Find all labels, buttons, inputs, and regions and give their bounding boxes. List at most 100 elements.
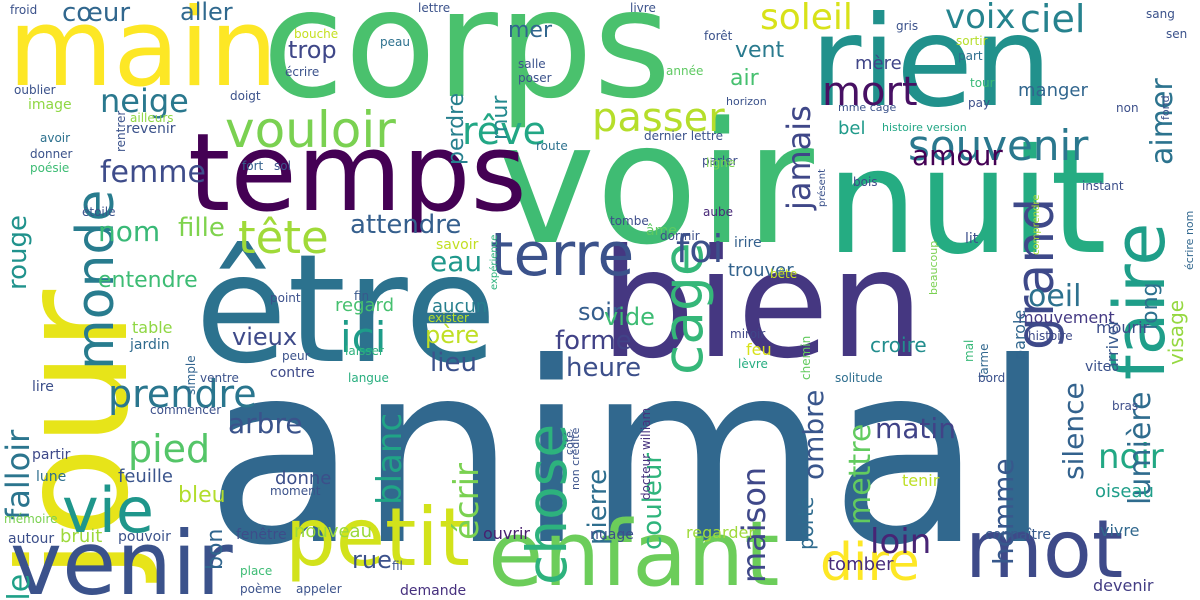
cloud-word: nuage [590, 527, 634, 543]
cloud-word: entendre [98, 268, 198, 293]
cloud-word: devenir [1093, 576, 1154, 595]
cloud-word: nom [98, 215, 161, 248]
cloud-word: vite [1085, 359, 1112, 375]
cloud-word: fort [242, 159, 264, 173]
cloud-word: bon [203, 528, 228, 570]
cloud-word: tomber [828, 554, 894, 575]
cloud-word: nouveau [294, 521, 372, 542]
cloud-word: place [240, 564, 273, 578]
cloud-word: ville [2, 574, 37, 600]
cloud-word: rien [810, 0, 1053, 135]
cloud-word: écrire nom [1183, 210, 1196, 270]
cloud-word: simple [184, 355, 198, 395]
cloud-word: côté [563, 431, 576, 455]
cloud-word: sortir [956, 34, 988, 48]
cloud-word: autour [8, 531, 55, 547]
cloud-word: voix [945, 0, 1016, 37]
cloud-word: tête [238, 211, 329, 264]
cloud-word: vieux [232, 323, 298, 351]
cloud-word: revenir [126, 121, 176, 137]
cloud-word: tour [970, 76, 995, 90]
cloud-word: enfant [488, 502, 780, 600]
cloud-word: écrir [447, 462, 487, 540]
cloud-word: doigt [230, 89, 261, 103]
cloud-word: attendre [350, 210, 462, 240]
cloud-word: souvenir [908, 121, 1089, 170]
cloud-word: petit [285, 491, 470, 584]
cloud-word: falloir [0, 429, 37, 520]
cloud-word: appeler [296, 582, 342, 596]
cloud-word: ici [340, 313, 387, 362]
cloud-word: air [730, 66, 759, 91]
cloud-word: trop [288, 36, 337, 64]
cloud-word: corps [262, 0, 672, 132]
cloud-word: aucun [432, 296, 488, 317]
cloud-word: mère [855, 53, 902, 74]
cloud-word: ombre [797, 389, 830, 480]
cloud-word: moment [270, 484, 321, 498]
cloud-word: lèvre [738, 357, 768, 371]
cloud-word: manger [1018, 80, 1088, 101]
cloud-word: visage [1164, 299, 1188, 365]
cloud-word: vivre [1100, 521, 1140, 540]
cloud-word: soleil [760, 0, 853, 38]
cloud-word: livre [630, 1, 656, 15]
cloud-word: passer [592, 95, 725, 141]
cloud-word: docteur william [639, 407, 653, 500]
cloud-word: part [958, 49, 983, 63]
cloud-word: horizon [726, 95, 767, 108]
cloud-word: cœur [62, 0, 131, 28]
cloud-word: connaître [985, 527, 1052, 543]
cloud-word: peur [282, 349, 310, 363]
cloud-word: loin [870, 522, 932, 562]
cloud-word: lune [36, 469, 67, 485]
cloud-word: beaucoup [927, 240, 940, 295]
cloud-word: mme cage [838, 101, 897, 114]
cloud-word: matin [875, 412, 956, 445]
cloud-word: bel [838, 118, 866, 139]
cloud-word: âme [646, 223, 677, 239]
cloud-word: lettre [418, 1, 451, 15]
cloud-word: sol [274, 159, 291, 173]
cloud-word: noir [1098, 437, 1164, 477]
cloud-word: partir [32, 447, 71, 463]
cloud-word: neige [100, 82, 189, 120]
cloud-word: poésie [30, 161, 70, 175]
cloud-word: donne [275, 468, 332, 489]
cloud-word: bien [600, 218, 925, 392]
cloud-word: mémoire [4, 512, 58, 526]
cloud-word: mur [488, 95, 513, 140]
cloud-word: non [1116, 101, 1139, 115]
cloud-word: mort [822, 69, 918, 115]
cloud-word: forêt [704, 29, 733, 43]
cloud-word: tombe [610, 214, 649, 228]
cloud-word: animal [205, 309, 1053, 600]
cloud-word: aimer [1145, 78, 1180, 165]
cloud-word: vent [735, 38, 785, 63]
cloud-word: regard [335, 295, 395, 316]
cloud-word: année [666, 64, 704, 78]
cloud-word: bleu [178, 483, 226, 508]
cloud-word: lieu [430, 348, 477, 378]
cloud-word: prendre [108, 372, 257, 416]
cloud-word: lit [965, 231, 979, 247]
cloud-word: histoire [1028, 329, 1073, 343]
cloud-word: heure [566, 353, 642, 383]
cloud-word: foi [676, 227, 724, 271]
cloud-word: jardin [130, 337, 170, 353]
cloud-word: pouvoir [118, 529, 171, 545]
cloud-word: demande [400, 583, 467, 599]
cloud-word: vie [62, 474, 155, 547]
cloud-word: amour [912, 139, 1003, 172]
cloud-word: bras [1112, 399, 1139, 413]
cloud-word: aller [180, 0, 233, 26]
cloud-word: chemin [799, 335, 813, 380]
cloud-word: poser [518, 71, 552, 85]
cloud-word: rue [352, 546, 392, 574]
cloud-word: être [195, 223, 497, 397]
cloud-word: mourir [1096, 318, 1150, 337]
cloud-word: fille [178, 213, 225, 243]
cloud-word: jamais [780, 105, 818, 210]
cloud-word: donner [30, 147, 73, 161]
cloud-word: ouvrir [483, 524, 530, 543]
